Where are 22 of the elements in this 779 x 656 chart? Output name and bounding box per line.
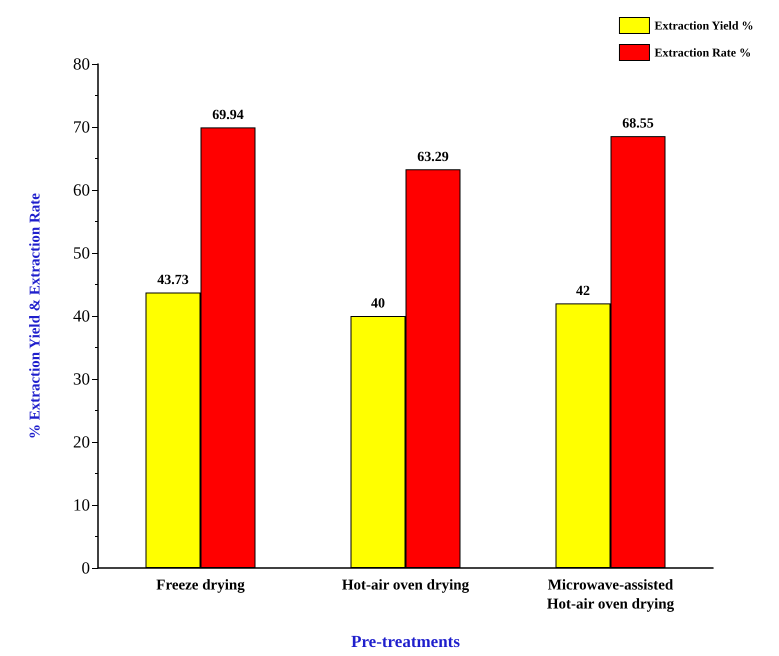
y-axis-title: % Extraction Yield & Extraction Rate [28, 192, 44, 439]
x-tick-label: Freeze drying [156, 578, 246, 594]
y-tick-label: 70 [73, 118, 90, 136]
data-label: 69.94 [212, 108, 244, 123]
legend-label: Extraction Rate % [654, 46, 752, 60]
legend-label: Extraction Yield % [654, 18, 754, 32]
y-tick-label: 60 [73, 180, 90, 200]
y-tick-label: 50 [73, 244, 90, 262]
y-tick-label: 0 [82, 558, 90, 578]
x-tick-label: Hot-air oven drying [342, 578, 470, 594]
y-tick-label: 10 [73, 496, 90, 514]
y-tick-label: 80 [73, 54, 90, 74]
y-tick-label: 20 [73, 432, 90, 452]
y-tick-label: 40 [73, 306, 90, 326]
data-label: 42 [576, 284, 590, 299]
data-label: 43.73 [157, 273, 189, 288]
y-tick-label: 30 [73, 370, 90, 388]
data-label: 63.29 [417, 150, 449, 165]
data-label: 68.55 [622, 116, 654, 132]
x-tick-label: Microwave-assisted Hot-air oven drying [546, 578, 675, 612]
x-axis-title: Pre-treatments [351, 632, 460, 651]
data-label: 40 [371, 296, 385, 312]
